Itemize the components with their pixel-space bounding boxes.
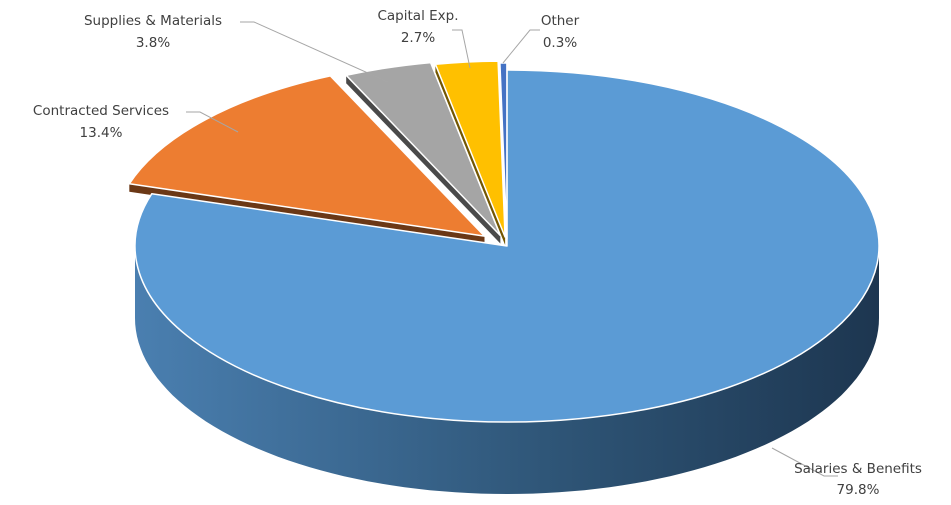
slice-salaries-benefits (134, 69, 880, 423)
slice-label-salaries-benefits: Salaries & Benefits (794, 461, 922, 477)
slice-value-contracted-services: 13.4% (80, 125, 123, 141)
leader-lines (186, 21, 838, 477)
slice-edge-supplies-materials (346, 75, 501, 244)
slice-capital-exp (434, 60, 506, 238)
slice-label-capital-exp: Capital Exp. (377, 8, 458, 24)
slice-label-contracted-services: Contracted Services (33, 103, 169, 119)
slice-side-salaries-benefits (135, 246, 879, 494)
leader-line-other (502, 29, 540, 64)
label-contracted-services: Contracted Services 13.4% (33, 103, 169, 141)
slice-label-other: Other (541, 13, 580, 29)
slice-contracted-services (128, 75, 486, 237)
leader-line-contracted-services (186, 111, 239, 133)
label-other: Other 0.3% (541, 13, 580, 51)
slice-value-supplies-materials: 3.8% (136, 35, 170, 51)
label-capital-exp: Capital Exp. 2.7% (377, 8, 458, 46)
slice-tops (128, 60, 880, 423)
leader-line-capital-exp (452, 29, 471, 69)
label-supplies-materials: Supplies & Materials 3.8% (84, 13, 222, 51)
slice-value-other: 0.3% (543, 35, 577, 51)
slice-value-salaries-benefits: 79.8% (837, 482, 880, 498)
slice-label-supplies-materials: Supplies & Materials (84, 13, 222, 29)
leader-line-salaries-benefits (771, 447, 838, 477)
slice-supplies-materials (345, 61, 502, 237)
leader-line-supplies-materials (240, 21, 389, 83)
slice-value-capital-exp: 2.7% (401, 30, 435, 46)
label-salaries-benefits: Salaries & Benefits 79.8% (794, 461, 922, 498)
